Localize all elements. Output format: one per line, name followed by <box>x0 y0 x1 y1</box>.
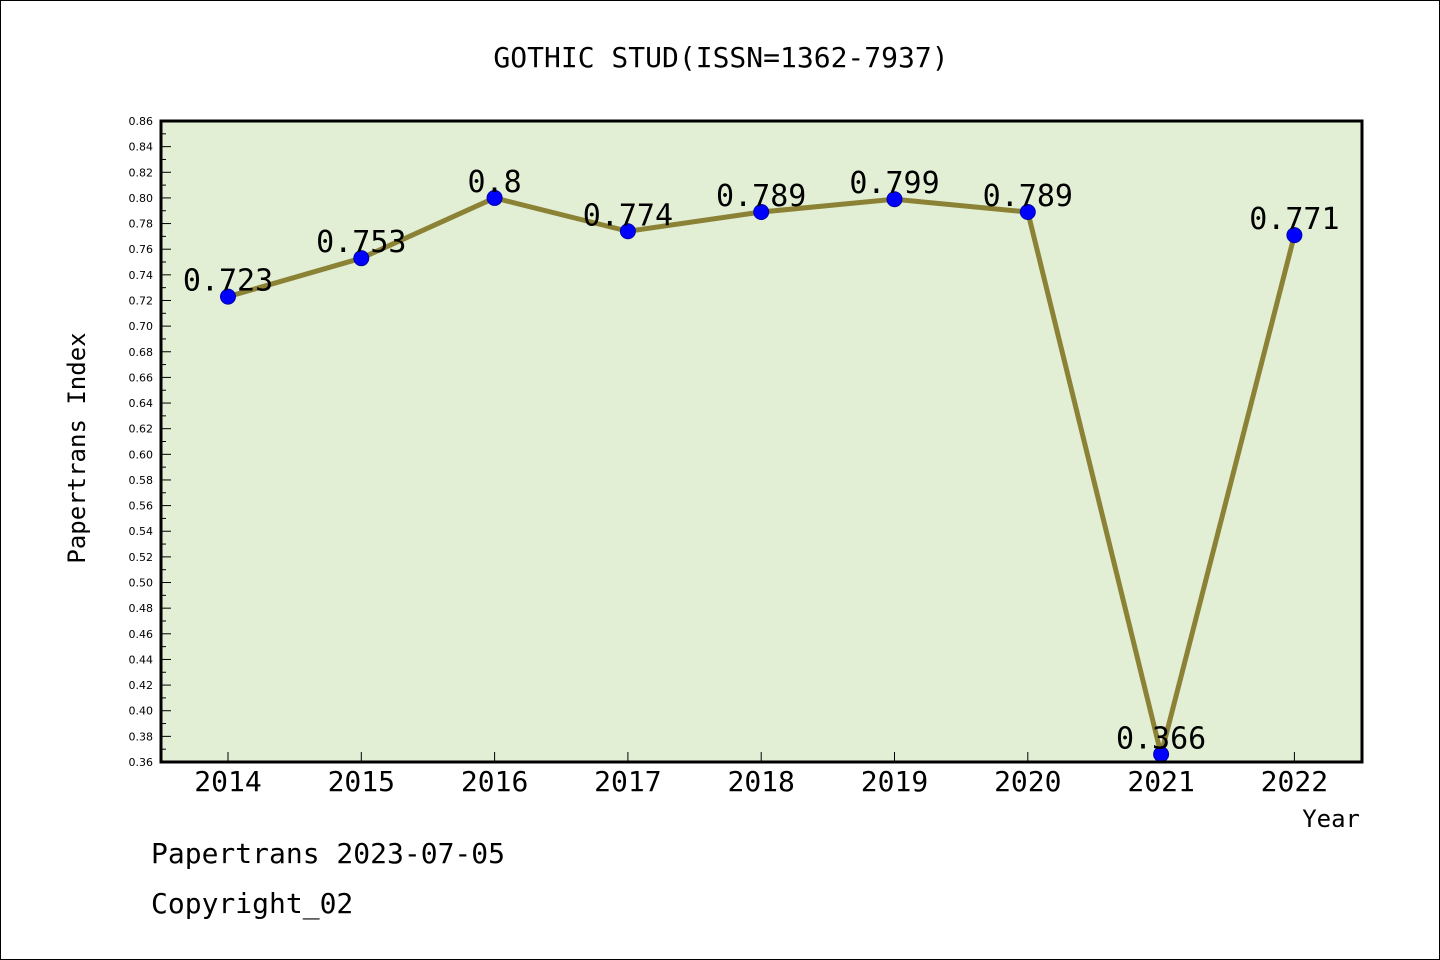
y-tick-label: 0.80 <box>129 192 154 205</box>
data-labels: 0.723 0.753 0.8 0.774 0.789 0.799 0.789 0.366 0.… <box>183 165 1340 756</box>
y-tick-label: 0.46 <box>129 628 154 641</box>
x-tick-label: 2021 <box>1127 765 1194 798</box>
footer-copyright-text: Copyright_02 <box>151 887 354 920</box>
x-tick-label: 2015 <box>328 765 395 798</box>
y-tick-label: 0.66 <box>129 371 154 384</box>
data-value-label: 0.723 <box>183 264 273 299</box>
chart-title: GOTHIC STUD(ISSN=1362-7937) <box>493 41 948 74</box>
data-point-marker <box>753 204 770 221</box>
x-axis: 2014 2015 2016 2017 2018 2019 2020 2021 2022 <box>194 752 1328 798</box>
y-tick-label: 0.62 <box>129 423 154 436</box>
y-tick-label: 0.72 <box>129 294 154 307</box>
data-markers <box>220 189 1303 763</box>
y-tick-label: 0.40 <box>129 705 154 718</box>
x-axis-label: Year <box>1302 805 1360 833</box>
data-point-marker <box>486 189 503 206</box>
data-value-label: 0.366 <box>1116 721 1206 756</box>
plot-area <box>161 121 1362 762</box>
x-tick-label: 2018 <box>727 765 794 798</box>
y-tick-label: 0.74 <box>129 269 154 282</box>
data-point-marker <box>886 191 903 208</box>
y-tick-label: 0.60 <box>129 448 154 461</box>
x-tick-label: 2014 <box>194 765 261 798</box>
y-tick-label: 0.36 <box>129 756 154 769</box>
y-tick-label: 0.86 <box>129 115 154 128</box>
data-value-label: 0.799 <box>849 166 939 201</box>
y-tick-label: 0.54 <box>129 525 154 538</box>
data-value-label: 0.753 <box>316 225 406 260</box>
y-tick-label: 0.52 <box>129 551 154 564</box>
y-tick-label: 0.38 <box>129 730 154 743</box>
data-value-label: 0.774 <box>583 198 673 233</box>
y-tick-label: 0.42 <box>129 679 154 692</box>
data-point-marker <box>1019 204 1036 221</box>
y-axis: 0.36 0.38 0.40 0.42 0.44 0.46 0.48 0.50 0.52 0.54… <box>129 115 171 769</box>
y-tick-label: 0.68 <box>129 346 154 359</box>
data-point-marker <box>353 250 370 267</box>
y-tick-label: 0.78 <box>129 218 154 231</box>
x-tick-label: 2019 <box>861 765 928 798</box>
data-value-label: 0.789 <box>716 179 806 214</box>
data-value-label: 0.771 <box>1249 202 1339 237</box>
x-tick-label: 2022 <box>1261 765 1328 798</box>
plot-border <box>159 119 1364 764</box>
y-tick-label: 0.84 <box>129 141 154 154</box>
y-tick-label: 0.50 <box>129 577 154 590</box>
y-tick-label: 0.64 <box>129 397 154 410</box>
footer-date-text: Papertrans 2023-07-05 <box>151 837 506 870</box>
y-tick-label: 0.70 <box>129 320 154 333</box>
y-axis-label: Papertrans Index <box>63 332 91 563</box>
x-tick-label: 2016 <box>461 765 528 798</box>
y-tick-label: 0.82 <box>129 166 154 179</box>
data-value-label: 0.789 <box>983 179 1073 214</box>
x-tick-label: 2017 <box>594 765 661 798</box>
y-tick-label: 0.58 <box>129 474 154 487</box>
data-value-label: 0.8 <box>468 165 522 200</box>
data-point-marker <box>220 288 236 305</box>
x-tick-label: 2020 <box>994 765 1061 798</box>
y-tick-label: 0.76 <box>129 243 154 256</box>
y-tick-label: 0.44 <box>129 653 154 666</box>
data-point-marker <box>619 223 636 240</box>
y-tick-label: 0.48 <box>129 602 154 615</box>
data-point-marker <box>1286 227 1303 244</box>
y-tick-label: 0.56 <box>129 500 154 513</box>
